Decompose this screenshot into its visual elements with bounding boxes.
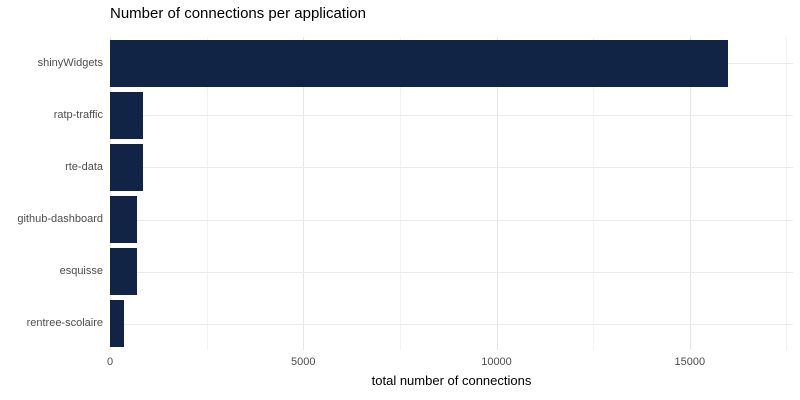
y-tick-label-rte-data: rte-data: [65, 160, 103, 173]
y-axis: shinyWidgets ratp-traffic rte-data github-d…: [0, 37, 103, 350]
x-tick-label-0: 0: [106, 356, 114, 368]
bar-ratp-traffic: [110, 91, 144, 139]
category-gridline: [110, 167, 793, 169]
category-gridline: [110, 271, 793, 273]
bar-rentree-scolaire: [110, 300, 124, 348]
minor-gridline: [593, 37, 595, 350]
y-tick-label-github-dashboard: github-dashboard: [17, 213, 103, 226]
bar-rte-data: [110, 143, 143, 191]
x-axis-title: total number of connections: [371, 373, 532, 388]
minor-gridline: [399, 37, 401, 350]
chart-title: Number of connections per application: [110, 5, 366, 22]
bar-shinyWidgets: [110, 39, 729, 87]
major-gridline: [110, 37, 111, 350]
category-gridline: [110, 323, 793, 325]
x-tick-label-15000: 15000: [674, 356, 706, 368]
plot-area: [110, 37, 793, 350]
category-gridline: [110, 115, 793, 117]
y-tick-label-rentree-scolaire: rentree-scolaire: [26, 317, 103, 330]
major-gridline: [496, 37, 498, 350]
major-gridline: [303, 37, 305, 350]
minor-gridline: [206, 37, 208, 350]
y-tick-label-shinyWidgets: shinyWidgets: [37, 56, 103, 69]
major-gridline: [689, 37, 691, 350]
y-tick-label-ratp-traffic: ratp-traffic: [53, 108, 103, 121]
minor-gridline: [786, 37, 788, 350]
y-tick-label-esquisse: esquisse: [59, 265, 103, 278]
bar-esquisse: [110, 248, 137, 296]
bar-github-dashboard: [110, 196, 138, 244]
x-tick-label-5000: 5000: [291, 356, 316, 368]
x-tick-label-10000: 10000: [481, 356, 512, 368]
category-gridline: [110, 219, 793, 221]
